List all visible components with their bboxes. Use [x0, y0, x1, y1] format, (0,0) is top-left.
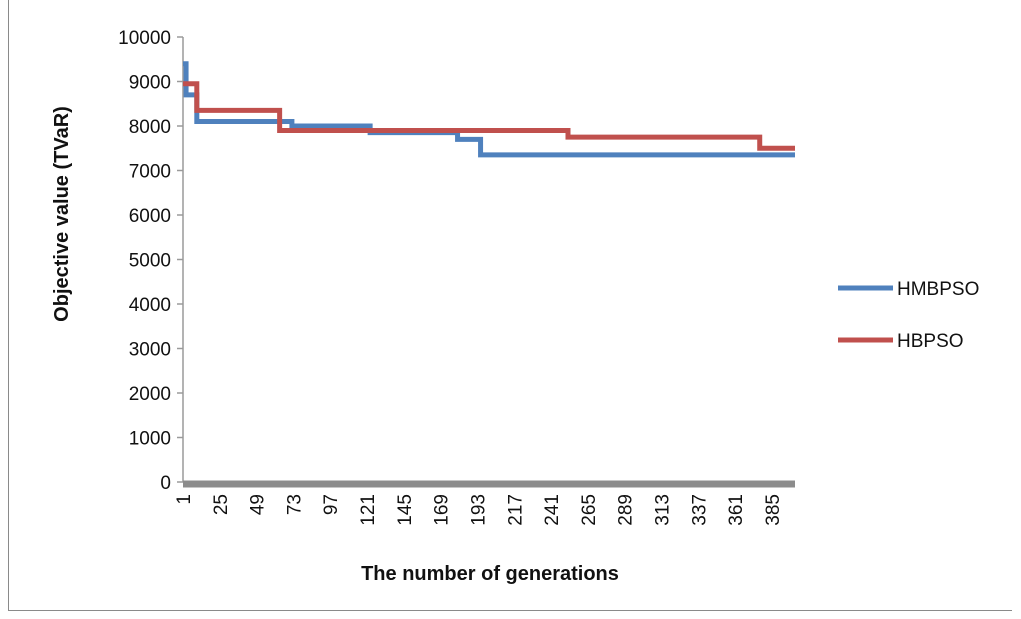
x-tick-label: 121	[358, 494, 379, 526]
series-line-hmbpso	[183, 61, 795, 158]
legend-label-hmbpso: HMBPSO	[897, 279, 979, 300]
x-tick-label: 265	[579, 494, 600, 526]
x-tick-label: 193	[468, 494, 489, 526]
x-tick-label: 217	[505, 494, 526, 526]
y-axis-title: Objective value (TVaR)	[51, 106, 73, 322]
x-tick-label: 361	[726, 494, 747, 526]
x-tick-label: 169	[432, 494, 453, 526]
y-tick-label: 6000	[129, 206, 171, 227]
x-tick-label: 73	[284, 494, 305, 515]
x-tick-label: 25	[211, 494, 232, 515]
y-tick-label: 3000	[129, 340, 171, 361]
series-lines	[183, 61, 795, 158]
y-tick-label: 8000	[129, 117, 171, 138]
y-tick-label: 4000	[129, 295, 171, 316]
chart-frame	[8, 0, 1012, 611]
x-tick-label: 1	[174, 494, 195, 505]
y-tick-label: 5000	[129, 251, 171, 272]
y-tick-label: 2000	[129, 384, 171, 405]
x-tick-label: 385	[763, 494, 784, 526]
legend: HMBPSO HBPSO	[838, 279, 979, 352]
y-tick-label: 7000	[129, 162, 171, 183]
x-axis-title: The number of generations	[361, 563, 619, 585]
x-tick-label: 49	[248, 494, 269, 515]
legend-label-hbpso: HBPSO	[897, 331, 964, 352]
x-tick-label: 337	[689, 494, 710, 526]
y-tick-label: 1000	[129, 429, 171, 450]
x-tick-label: 241	[542, 494, 563, 526]
x-tick-label: 145	[395, 494, 416, 526]
series-line-hbpso	[183, 81, 795, 151]
y-tick-label: 0	[160, 473, 171, 494]
x-axis-ticks: 1 25 49 73 97 121 145 169 193 217 241 265 289 313 337 3…	[174, 494, 784, 526]
y-axis-ticks: 0 1000 2000 3000 4000 5000 6000 7000 8000 9000 100…	[118, 28, 183, 494]
x-tick-label: 313	[653, 494, 674, 526]
x-tick-label: 97	[321, 494, 342, 515]
y-tick-label: 10000	[118, 28, 171, 49]
x-tick-label: 289	[616, 494, 637, 526]
y-tick-label: 9000	[129, 73, 171, 94]
